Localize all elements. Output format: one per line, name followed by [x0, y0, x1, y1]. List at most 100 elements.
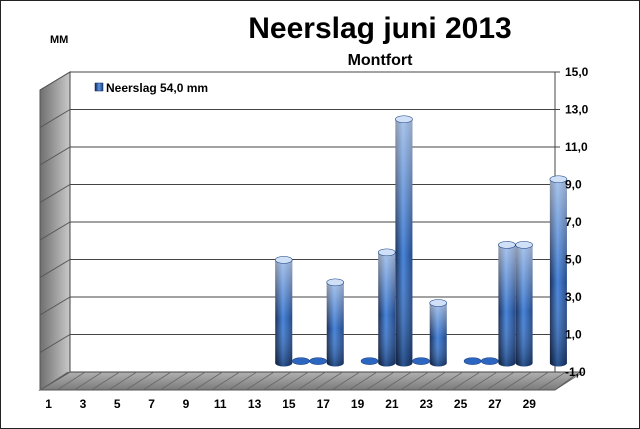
bar-cap: [498, 241, 516, 249]
floor-tick: [211, 371, 240, 391]
floor-tick: [331, 371, 361, 391]
bar-day-21: [395, 115, 413, 367]
x-tick-label: 19: [351, 397, 365, 411]
floor-tick: [383, 371, 412, 391]
y-tick-label: 3,0: [565, 290, 582, 304]
x-tick-label: 21: [385, 397, 399, 411]
legend-swatch: [94, 82, 104, 92]
legend-label: Neerslag 54,0 mm: [106, 81, 208, 95]
bar-cap: [360, 357, 379, 365]
floor-tick: [297, 371, 326, 391]
floor-tick: [245, 371, 275, 391]
side-gridline: [39, 296, 71, 316]
floor-tick: [194, 371, 223, 391]
y-tick-label: 7,0: [565, 215, 582, 229]
bar-day-23: [429, 299, 448, 367]
floor-tick: [280, 371, 309, 391]
bars: [274, 115, 568, 367]
floor-tick: [468, 371, 498, 391]
y-tick-label: 5,0: [565, 253, 582, 267]
x-tick-label: 29: [523, 397, 537, 411]
floor-tick: [74, 371, 103, 391]
floor-tick: [159, 371, 189, 391]
floor-tick: [451, 371, 481, 391]
floor-tick: [520, 371, 549, 391]
bar-shade: [429, 303, 447, 367]
y-tick-label: 1,0: [565, 328, 582, 342]
floor-tick: [314, 371, 343, 391]
bar-shade: [395, 119, 413, 367]
bar-day-15: [292, 357, 310, 365]
x-tick-label: 17: [317, 397, 331, 411]
floor-tick: [537, 371, 567, 391]
floor-tick: [142, 371, 172, 391]
y-tick-label: 9,0: [565, 178, 582, 192]
bar-cap: [463, 357, 482, 365]
side-gridline: [39, 146, 71, 166]
x-tick-label: 15: [282, 397, 296, 411]
floor-tick: [417, 371, 446, 391]
floor-tick: [56, 371, 86, 391]
bar-cap: [377, 248, 396, 257]
bar-day-14: [274, 256, 293, 367]
bar-shade: [326, 282, 344, 367]
y-tick-labels: -1,0 1,0 3,0 5,0 7,0 9,0 11,0 13,0 15,0: [565, 65, 589, 379]
bar-day-16: [309, 357, 327, 365]
bar-shade: [515, 244, 533, 367]
side-gridline: [39, 71, 71, 91]
floor-tick: [365, 371, 395, 391]
bar-cap: [549, 175, 568, 184]
y-tick-label: 15,0: [565, 65, 589, 79]
bar-cap: [326, 278, 345, 287]
x-tick-label: 9: [183, 397, 190, 411]
floor-tick: [348, 371, 378, 391]
bar-cap: [480, 357, 499, 365]
side-gridline: [39, 184, 71, 203]
floor-tick: [400, 371, 429, 391]
bar-shade: [498, 244, 516, 367]
y-tick-label: 13,0: [565, 103, 589, 117]
bar-shade: [275, 259, 293, 367]
x-tick-label: 1: [45, 397, 52, 411]
floor-tick: [91, 371, 120, 391]
floor-ticks: [39, 371, 584, 391]
x-tick-label: 11: [214, 397, 227, 411]
bar-day-30: [549, 175, 568, 367]
y-tick-label: 11,0: [565, 140, 588, 154]
floor-tick: [434, 371, 464, 391]
bar-shade: [549, 179, 567, 367]
x-tick-label: 23: [420, 397, 434, 411]
chart-title: Neerslag juni 2013: [248, 12, 512, 45]
side-gridline: [39, 109, 71, 128]
floor-tick: [108, 371, 137, 391]
bar-cap: [429, 299, 448, 307]
bar-cap: [292, 357, 310, 365]
bar-cap: [309, 357, 327, 365]
floor-tick: [228, 371, 258, 391]
bar-cap: [395, 115, 413, 124]
floor-tick: [125, 371, 155, 391]
x-tick-label: 7: [148, 397, 155, 411]
x-tick-label: 25: [454, 397, 468, 411]
x-tick-label: 13: [248, 397, 262, 411]
floor-tick: [554, 371, 584, 391]
chart-subtitle: Montfort: [347, 52, 413, 69]
x-tick-labels: 1 3 5 7 9 11 13 15 17 19 21 23 25 27 29: [45, 397, 536, 411]
bar-cap: [412, 357, 430, 365]
bar-day-25: [463, 357, 482, 365]
side-gridline: [39, 221, 71, 241]
bar-cap: [515, 241, 533, 249]
bar-day-28: [515, 241, 533, 367]
legend: Neerslag 54,0 mm: [94, 81, 208, 95]
x-tick-label: 3: [80, 397, 87, 411]
bar-shade: [378, 252, 396, 367]
x-tick-label: 27: [488, 397, 502, 411]
floor-tick: [39, 371, 69, 391]
y-tick-label: -1,0: [565, 365, 586, 379]
floor-tick: [486, 371, 515, 391]
floor-tick: [177, 371, 206, 391]
floor-tick: [503, 371, 532, 391]
x-tick-label: 5: [114, 397, 121, 411]
bar-day-27: [498, 241, 516, 367]
